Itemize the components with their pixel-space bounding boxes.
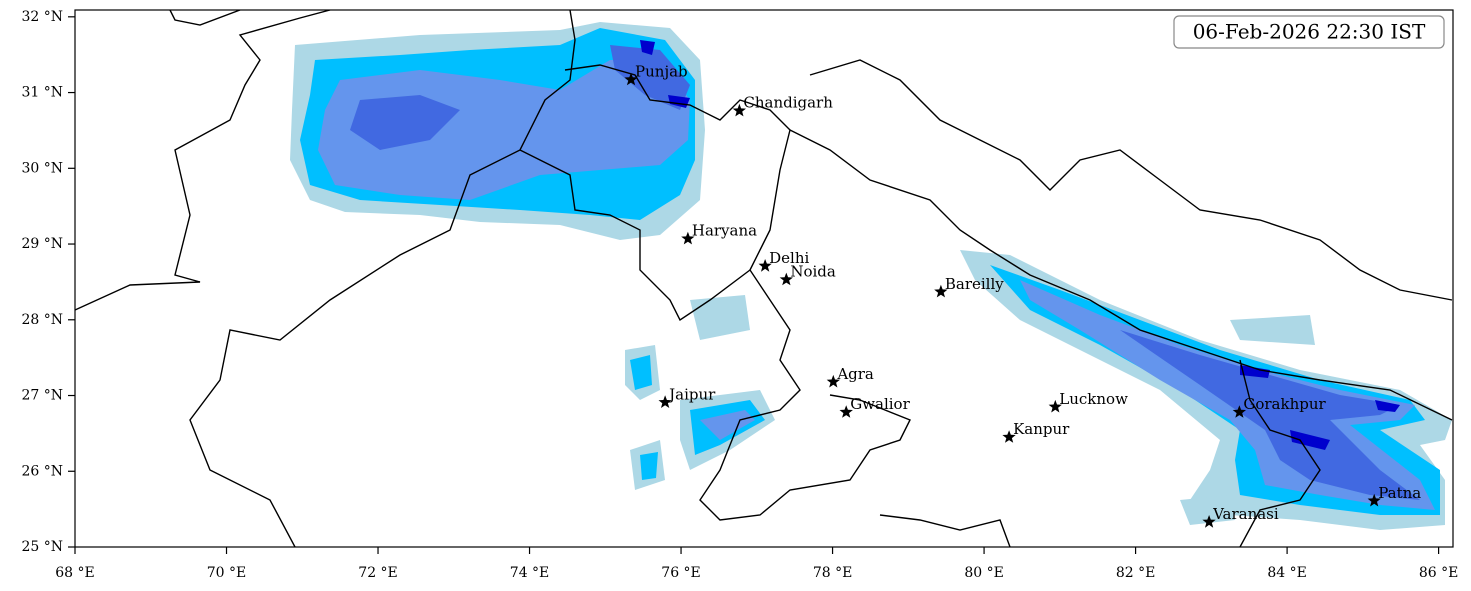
city-marker	[934, 284, 948, 298]
y-tick-label: 29 °N	[21, 236, 63, 252]
border	[75, 10, 331, 311]
rain-very-heavy	[1120, 330, 1420, 500]
city-marker	[1202, 515, 1216, 528]
rain-heavy	[700, 410, 755, 440]
city-label: Delhi	[769, 249, 809, 267]
border	[809, 59, 1453, 301]
city-marker	[1232, 405, 1246, 418]
x-tick-label: 68 °E	[55, 565, 94, 581]
city-label: Gwalior	[850, 395, 910, 413]
city-marker	[1367, 493, 1381, 507]
border	[1239, 359, 1321, 547]
x-tick-label: 86 °E	[1419, 565, 1458, 581]
x-tick-label: 80 °E	[964, 565, 1003, 581]
x-tick-label: 72 °E	[358, 565, 397, 581]
city-marker	[779, 272, 793, 286]
city-marker	[624, 72, 638, 86]
city-label: Noida	[790, 263, 836, 281]
city-label: Gorakhpur	[1243, 395, 1326, 413]
border	[519, 149, 751, 322]
border	[789, 129, 1453, 421]
city-label: Haryana	[692, 222, 757, 240]
city-label: Bareilly	[945, 275, 1004, 293]
timestamp-box: 06-Feb-2026 22:30 IST	[1173, 15, 1445, 49]
city-label: Agra	[836, 365, 874, 383]
city-label: Varanasi	[1212, 505, 1279, 523]
border	[189, 10, 576, 547]
city-marker	[1002, 430, 1016, 443]
y-tick-label: 27 °N	[21, 388, 63, 404]
border	[879, 514, 1011, 547]
city-label: Chandigarh	[743, 94, 833, 112]
city-label: Kanpur	[1013, 420, 1070, 438]
border	[169, 10, 241, 26]
city-label: Jaipur	[667, 385, 716, 403]
city-label: Patna	[1378, 484, 1421, 502]
y-tick-label: 30 °N	[21, 160, 63, 176]
x-tick-label: 76 °E	[661, 565, 700, 581]
city-marker	[758, 259, 772, 272]
x-tick-label: 84 °E	[1267, 565, 1306, 581]
border	[564, 64, 911, 521]
rain-heavy	[318, 60, 690, 200]
y-tick-label: 26 °N	[21, 463, 63, 479]
city-marker	[826, 374, 840, 388]
rain-extreme	[640, 40, 690, 108]
x-tick-label: 70 °E	[207, 565, 246, 581]
rain-light	[625, 295, 1315, 525]
city-marker	[681, 231, 695, 245]
precipitation-shading	[75, 10, 1453, 547]
rain-extreme	[1240, 365, 1400, 450]
x-tick-label: 78 °E	[813, 565, 852, 581]
y-tick-label: 32 °N	[21, 9, 63, 25]
y-tick-label: 25 °N	[21, 539, 63, 555]
x-tick-label: 74 °E	[510, 565, 549, 581]
y-tick-label: 31 °N	[21, 85, 63, 101]
rain-moderate	[630, 355, 765, 480]
timestamp: 06-Feb-2026 22:30 IST	[1193, 20, 1426, 44]
city-marker	[839, 405, 853, 418]
city-label: Punjab	[635, 63, 688, 81]
city-marker	[658, 395, 672, 408]
city-label: Lucknow	[1059, 390, 1128, 408]
rain-very-heavy	[350, 45, 690, 150]
city-marker	[732, 103, 746, 117]
timestamp-frame	[1173, 15, 1445, 49]
city-marker	[1048, 399, 1062, 413]
plot-frame	[74, 9, 1454, 548]
x-tick-label: 82 °E	[1116, 565, 1155, 581]
y-tick-label: 28 °N	[21, 312, 63, 328]
